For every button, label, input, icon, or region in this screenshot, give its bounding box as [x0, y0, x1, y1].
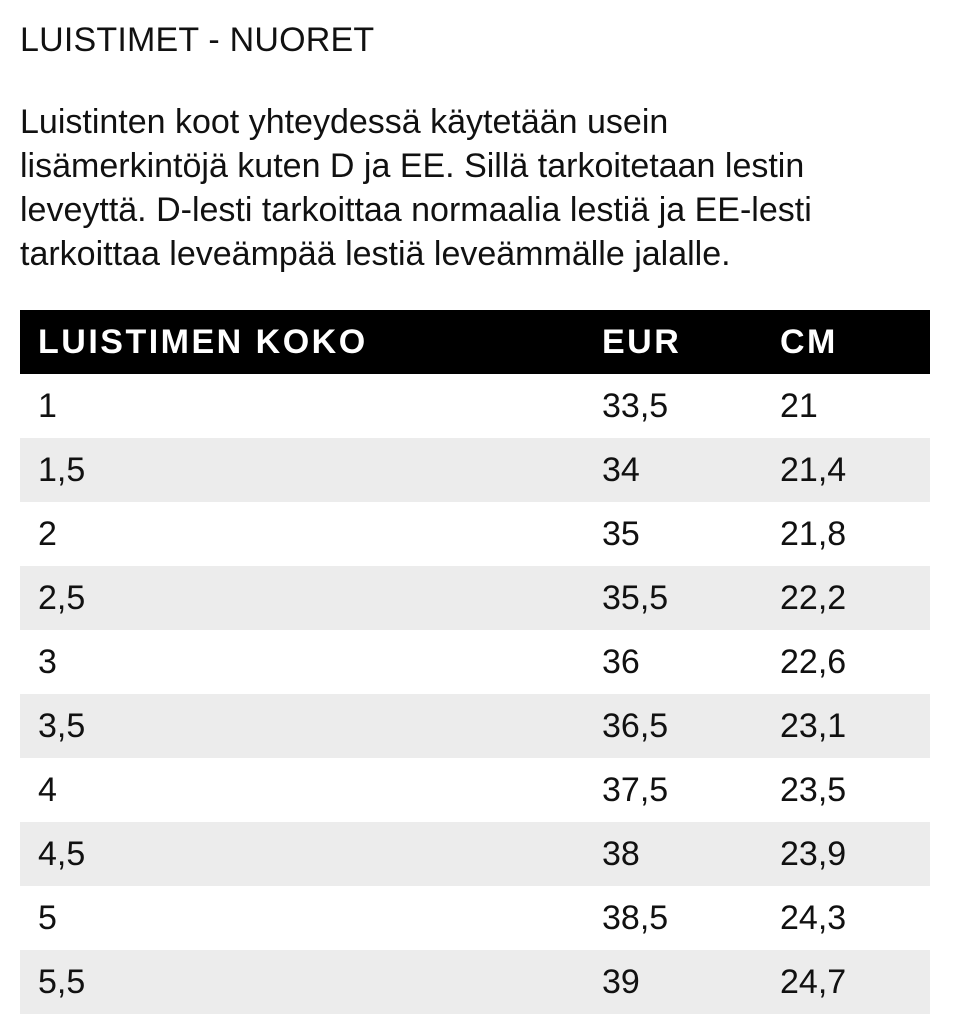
cell-size: 5	[38, 898, 57, 937]
cell-size: 3	[38, 642, 57, 681]
cell-cm: 24,7	[780, 962, 847, 1001]
cell-cm: 23,5	[780, 770, 847, 809]
cell-eur: 33,5	[602, 386, 669, 425]
intro-line: tarkoittaa leveämpää lestiä leveämmälle …	[20, 235, 731, 273]
header-size: LUISTIMEN KOKO	[38, 322, 368, 361]
cell-size: 4	[38, 770, 57, 809]
table-row: 4,5 38 23,9	[20, 822, 930, 886]
cell-size: 2,5	[38, 578, 86, 617]
header-cm: CM	[780, 322, 838, 361]
table-row: 3,5 36,5 23,1	[20, 694, 930, 758]
cell-cm: 23,9	[780, 834, 847, 873]
table-row: 3 36 22,6	[20, 630, 930, 694]
cell-cm: 21,4	[780, 450, 847, 489]
cell-size: 4,5	[38, 834, 86, 873]
table-row: 1,5 34 21,4	[20, 438, 930, 502]
intro-line: leveyttä. D-lesti tarkoittaa normaalia l…	[20, 191, 812, 229]
cell-cm: 22,6	[780, 642, 847, 681]
cell-cm: 21,8	[780, 514, 847, 553]
cell-eur: 35	[602, 514, 640, 553]
table-row: 5 38,5 24,3	[20, 886, 930, 950]
table-row: 2,5 35,5 22,2	[20, 566, 930, 630]
cell-size: 1,5	[38, 450, 86, 489]
intro-line: Luistinten koot yhteydessä käytetään use…	[20, 103, 669, 141]
cell-cm: 21	[780, 386, 818, 425]
cell-size: 2	[38, 514, 57, 553]
cell-eur: 36	[602, 642, 640, 681]
cell-eur: 36,5	[602, 706, 669, 745]
cell-eur: 35,5	[602, 578, 669, 617]
intro-line: lisämerkintöjä kuten D ja EE. Sillä tark…	[20, 147, 805, 185]
cell-cm: 24,3	[780, 898, 847, 937]
table-row: 1 33,5 21	[20, 374, 930, 438]
table-row: 4 37,5 23,5	[20, 758, 930, 822]
cell-size: 1	[38, 386, 57, 425]
table-row: 5,5 39 24,7	[20, 950, 930, 1014]
table-header: LUISTIMEN KOKO EUR CM	[20, 310, 930, 374]
cell-size: 3,5	[38, 706, 86, 745]
size-table: LUISTIMEN KOKO EUR CM 1 33,5 21 1,5 34 2…	[20, 310, 930, 1014]
intro-paragraph: Luistinten koot yhteydessä käytetään use…	[20, 100, 920, 276]
cell-cm: 23,1	[780, 706, 847, 745]
cell-size: 5,5	[38, 962, 86, 1001]
cell-cm: 22,2	[780, 578, 847, 617]
cell-eur: 37,5	[602, 770, 669, 809]
cell-eur: 39	[602, 962, 640, 1001]
cell-eur: 38,5	[602, 898, 669, 937]
header-eur: EUR	[602, 322, 682, 361]
page-title: LUISTIMET - NUORET	[20, 21, 375, 59]
cell-eur: 38	[602, 834, 640, 873]
table-row: 2 35 21,8	[20, 502, 930, 566]
cell-eur: 34	[602, 450, 640, 489]
